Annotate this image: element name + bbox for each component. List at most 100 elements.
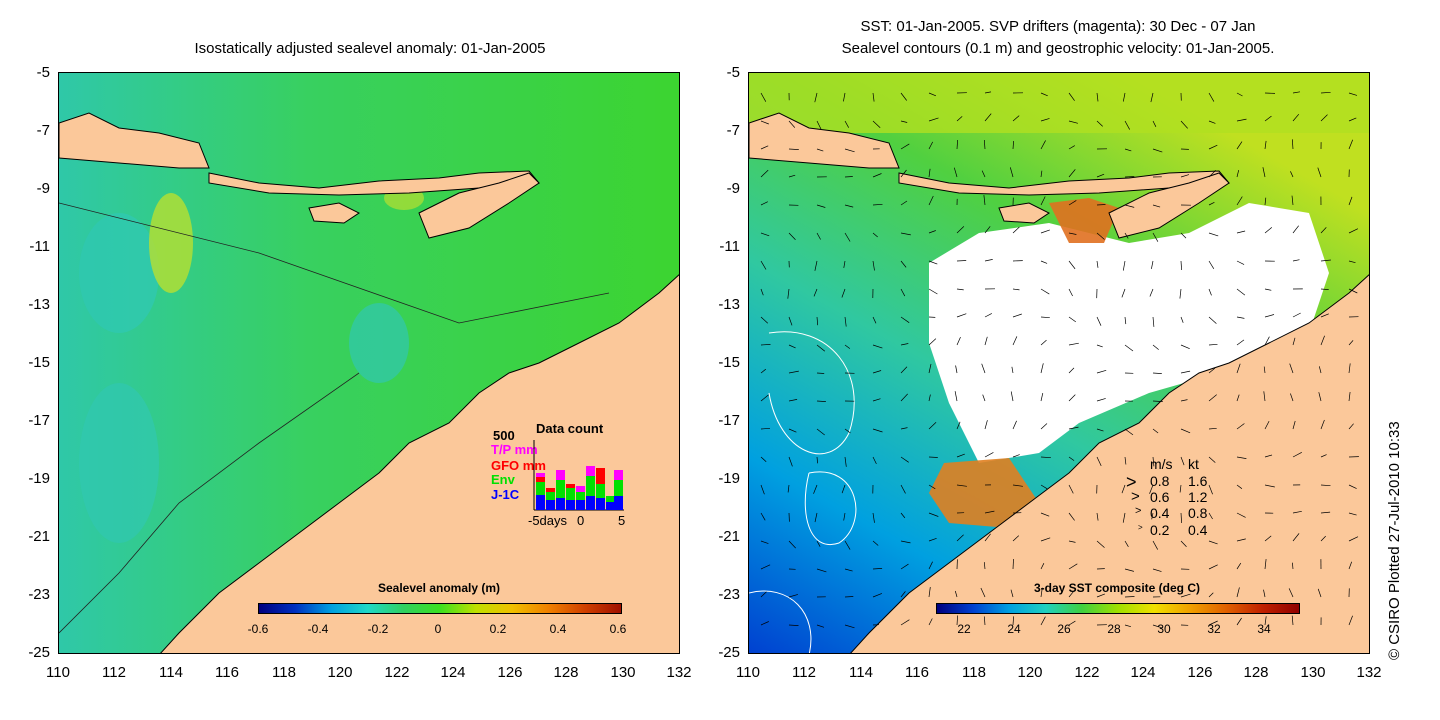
velocity-arrow [1152, 372, 1162, 374]
velocity-arrow [1291, 615, 1294, 626]
velocity-arrow [1292, 113, 1300, 122]
velocity-arrow [1180, 260, 1182, 271]
velocity-arrow [1180, 370, 1191, 374]
velocity-arrow [1348, 536, 1359, 542]
y-tick: -19 [28, 470, 50, 487]
velocity-arrow [844, 624, 855, 629]
x-tick: 116 [215, 664, 239, 681]
velocity-arrow [1317, 167, 1322, 178]
velocity-arrow [928, 288, 938, 295]
velocity-arrow [900, 288, 906, 297]
velocity-arrow [1040, 170, 1043, 178]
velocity-arrow [1096, 92, 1099, 102]
low-anomaly-patch [79, 383, 159, 543]
velocity-arrow [1040, 512, 1050, 517]
velocity-arrow [1236, 92, 1243, 97]
velocity-arrow [1320, 511, 1331, 514]
velocity-ms: 0.8 [1150, 473, 1170, 489]
velocity-arrow [1152, 316, 1155, 327]
x-tick: 110 [736, 664, 760, 681]
velocity-arrow [1068, 512, 1075, 521]
velocity-arrow [983, 562, 986, 570]
velocity-arrow [760, 316, 769, 324]
velocity-arrow [1292, 510, 1302, 514]
x-tick: 122 [1074, 664, 1100, 681]
velocity-arrow [1348, 260, 1356, 264]
x-tick: 120 [1017, 664, 1043, 681]
velocity-arrow [760, 260, 767, 270]
velocity-arrow [1124, 232, 1129, 239]
velocity-arrow [1068, 288, 1073, 297]
velocity-arrow [1124, 204, 1135, 208]
y-tick: -19 [718, 470, 740, 487]
velocity-arrow [1068, 200, 1077, 206]
velocity-arrow [1208, 260, 1215, 269]
y-tick: -5 [36, 64, 50, 81]
velocity-arrow [1040, 456, 1051, 459]
velocity-arrow [928, 484, 936, 490]
velocity-arrow [956, 336, 961, 346]
velocity-arrow [1096, 173, 1105, 178]
warm-sst-patch [1049, 198, 1119, 243]
x-tick: 112 [102, 664, 126, 681]
velocity-arrow [953, 167, 958, 178]
x-tick: 118 [962, 664, 986, 681]
velocity-arrow [788, 428, 797, 433]
left-map-svg [59, 73, 679, 653]
velocity-arrow [900, 591, 906, 598]
velocity-arrow [1263, 391, 1266, 402]
velocity-arrow [1149, 484, 1154, 494]
velocity-arrow [788, 594, 798, 598]
velocity-arrow [1040, 563, 1045, 570]
velocity-arrow [981, 170, 986, 178]
velocity-arrow [844, 428, 851, 434]
velocity-ms: 0.2 [1150, 522, 1170, 538]
velocity-arrow [813, 288, 818, 297]
velocity-arrow [1320, 313, 1329, 318]
velocity-arrow [1236, 484, 1243, 489]
x-tick: 124 [1130, 664, 1156, 681]
x-tick: 130 [610, 664, 636, 681]
velocity-arrow [900, 456, 909, 463]
velocity-arrow [1208, 540, 1218, 545]
velocity-arrow [1348, 196, 1353, 206]
bar-stack [536, 473, 545, 510]
velocity-arrow [1152, 400, 1163, 402]
velocity-arrow [1040, 423, 1048, 430]
velocity-arrow [1180, 512, 1182, 524]
velocity-arrow [1348, 363, 1351, 374]
velocity-arrow [1180, 316, 1184, 323]
velocity-arrow [816, 372, 825, 374]
left-colorbar [258, 603, 622, 614]
velocity-arrow [1180, 120, 1188, 129]
velocity-arrow [928, 561, 933, 570]
velocity-arrow [1068, 620, 1076, 626]
velocity-arrow [872, 540, 879, 546]
velocity-arrow [1096, 540, 1105, 548]
y-tick: -13 [718, 296, 740, 313]
data-count-bars [533, 440, 624, 511]
velocity-arrow [1152, 428, 1159, 434]
velocity-arrow [844, 540, 851, 550]
velocity-arrow [872, 120, 881, 128]
velocity-arrow [788, 316, 793, 326]
sealevel-contour [768, 331, 855, 455]
velocity-arrow [928, 195, 934, 206]
velocity-arrow [872, 344, 883, 349]
arrow-icon: > [1135, 505, 1142, 517]
velocity-arrow [844, 204, 854, 208]
velocity-arrow [816, 540, 821, 547]
velocity-arrow [1348, 340, 1354, 346]
velocity-arrow [1208, 120, 1216, 124]
x-tick: 130 [1300, 664, 1326, 681]
velocity-arrow [1348, 561, 1353, 570]
velocity-arrow [1121, 288, 1126, 298]
arrow-icon: > [1131, 488, 1140, 505]
velocity-arrow [928, 363, 932, 374]
velocity-arrow [1124, 344, 1134, 352]
velocity-arrow [1236, 562, 1242, 570]
velocity-arrow [1292, 337, 1296, 346]
velocity-arrow [1236, 587, 1240, 598]
velocity-arrow [1068, 92, 1075, 101]
velocity-arrow [1124, 176, 1135, 178]
